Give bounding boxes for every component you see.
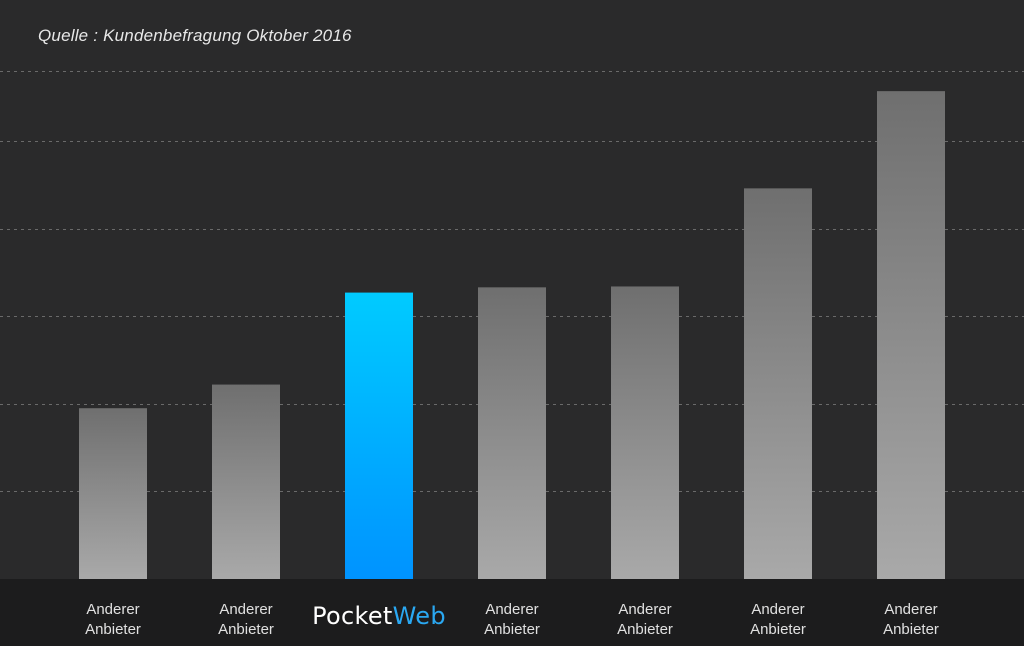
category-label: Anderer Anbieter <box>851 600 971 640</box>
category-label-line: Anderer <box>884 601 938 618</box>
bars <box>79 91 945 579</box>
bar-anderer-anbieter <box>744 188 812 579</box>
category-label: Anderer Anbieter <box>452 600 572 640</box>
category-label-line: Anbieter <box>218 621 274 638</box>
logo-part-pocket: Pocket <box>312 602 393 630</box>
category-label-line: Anbieter <box>484 621 540 638</box>
bar-anderer-anbieter <box>877 91 945 579</box>
category-label-line: Anderer <box>86 601 140 618</box>
category-label-line: Anbieter <box>750 621 806 638</box>
category-label: Anderer Anbieter <box>585 600 705 640</box>
category-label-line: Anderer <box>219 601 273 618</box>
source-note: Quelle : Kundenbefragung Oktober 2016 <box>38 26 352 45</box>
bar-anderer-anbieter <box>212 384 280 579</box>
logo-part-web: Web <box>392 602 446 630</box>
pocketweb-logo: PocketWeb <box>309 601 449 631</box>
bar-anderer-anbieter <box>611 286 679 579</box>
category-label: Anderer Anbieter <box>53 600 173 640</box>
category-label: Anderer Anbieter <box>186 600 306 640</box>
category-label-line: Anderer <box>485 601 539 618</box>
category-label-line: Anderer <box>618 601 672 618</box>
category-label-line: Anderer <box>751 601 805 618</box>
bar-pocketweb <box>345 292 413 579</box>
category-label-line: Anbieter <box>85 621 141 638</box>
bar-anderer-anbieter <box>478 287 546 579</box>
bottom-band <box>0 579 1024 646</box>
category-label: Anderer Anbieter <box>718 600 838 640</box>
category-label-line: Anbieter <box>617 621 673 638</box>
bar-anderer-anbieter <box>79 408 147 579</box>
category-label-line: Anbieter <box>883 621 939 638</box>
